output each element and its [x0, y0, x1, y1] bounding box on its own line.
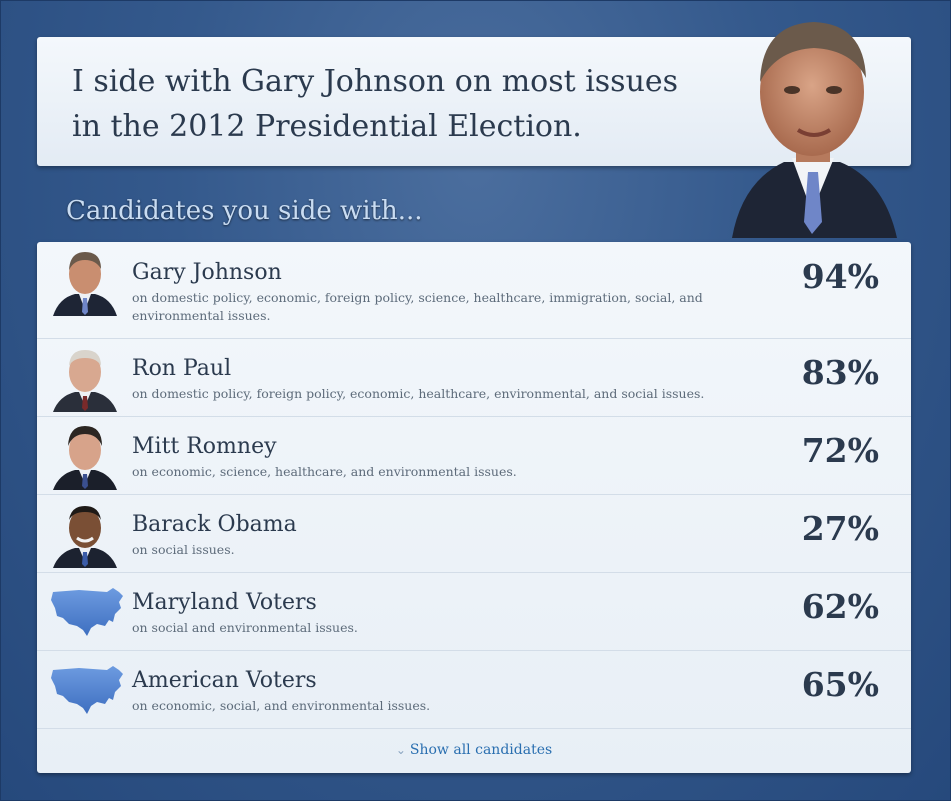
us-map-icon [51, 666, 123, 714]
candidate-name: Maryland Voters [132, 590, 317, 615]
candidate-name: Gary Johnson [132, 260, 282, 285]
result-headline: I side with Gary Johnson on most issues … [72, 64, 679, 144]
show-all-label: Show all candidates [409, 742, 553, 758]
candidate-row-ron-paul[interactable]: Ron Paul on domestic policy, foreign pol… [37, 338, 911, 417]
match-percentage: 27% [801, 509, 879, 548]
us-map-icon [51, 588, 123, 636]
gary-johnson-portrait-icon [53, 252, 117, 316]
candidate-row-gary-johnson[interactable]: Gary Johnson on domestic policy, economi… [37, 242, 911, 339]
candidate-row-american-voters[interactable]: American Voters on economic, social, and… [37, 650, 911, 729]
section-title: Candidates you side with... [66, 196, 423, 226]
candidate-row-maryland-voters[interactable]: Maryland Voters on social and environmen… [37, 572, 911, 651]
candidate-name: Ron Paul [132, 356, 232, 381]
candidate-issues: on social issues. [132, 542, 235, 557]
candidate-issues: on economic, science, healthcare, and en… [132, 464, 517, 479]
chevron-down-icon: ⌄ [395, 743, 406, 757]
mitt-romney-portrait-icon [53, 426, 117, 490]
candidate-issues: on economic, social, and environmental i… [132, 698, 431, 713]
candidate-name: Mitt Romney [132, 434, 277, 459]
match-percentage: 83% [801, 353, 879, 392]
match-percentage: 65% [801, 665, 879, 704]
barack-obama-portrait-icon [53, 506, 117, 568]
match-percentage: 72% [801, 431, 879, 470]
ron-paul-portrait-icon [53, 350, 117, 412]
candidate-issues: on social and environmental issues. [132, 620, 358, 635]
candidate-row-mitt-romney[interactable]: Mitt Romney on economic, science, health… [37, 416, 911, 495]
candidate-issues: on domestic policy, economic, foreign po… [132, 290, 703, 323]
candidates-panel: Gary Johnson on domestic policy, economi… [37, 242, 911, 773]
top-candidate-portrait [732, 22, 897, 238]
candidate-name: Barack Obama [132, 512, 297, 537]
match-percentage: 94% [801, 257, 879, 296]
show-all-candidates-link[interactable]: ⌄ Show all candidates [37, 742, 911, 758]
candidate-issues: on domestic policy, foreign policy, econ… [132, 386, 705, 401]
match-percentage: 62% [801, 587, 879, 626]
candidate-row-barack-obama[interactable]: Barack Obama on social issues. 27% [37, 494, 911, 573]
candidate-name: American Voters [132, 668, 317, 693]
